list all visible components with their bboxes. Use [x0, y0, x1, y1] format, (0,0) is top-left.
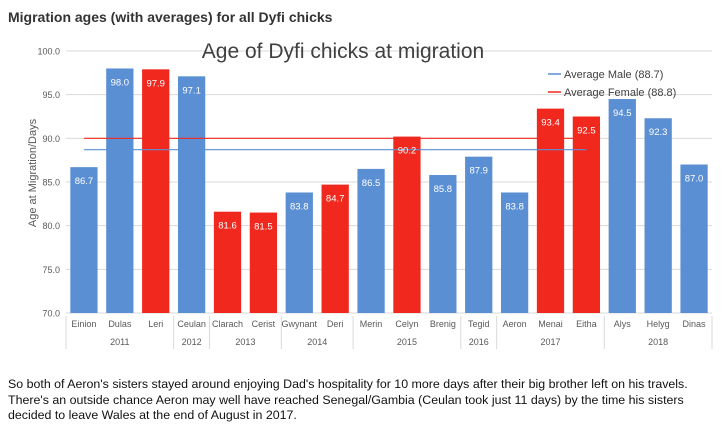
bar-gwynant: [285, 192, 313, 313]
x-tick-label: Alys: [614, 319, 632, 329]
x-tick-label: Ceulan: [177, 319, 206, 329]
bar-eitha: [572, 116, 601, 313]
bar-celyn: [393, 136, 421, 313]
x-tick-label: Merin: [360, 319, 383, 329]
data-label: 87.9: [469, 166, 488, 177]
year-label: 2011: [110, 337, 129, 347]
bar-brenig: [429, 175, 457, 313]
x-tick-label: Dulas: [108, 319, 132, 329]
year-label: 2013: [235, 337, 255, 347]
x-tick-label: Tegid: [468, 319, 490, 329]
x-tick-label: Clarach: [212, 319, 243, 329]
x-tick-label: Menai: [538, 319, 563, 329]
data-label: 83.8: [290, 201, 309, 212]
x-tick-label: Brenig: [430, 319, 456, 329]
year-label: 2012: [182, 337, 202, 347]
bar-merin: [357, 168, 385, 313]
data-label: 83.8: [505, 201, 524, 212]
bar-tegid: [465, 156, 493, 313]
y-tick-label: 80.0: [42, 221, 60, 231]
x-tick-label: Eitha: [576, 319, 597, 329]
bar-leri: [142, 69, 170, 313]
bar-clarach: [213, 211, 242, 313]
x-tick-label: Helyg: [647, 319, 670, 329]
legend: Average Male (88.7) Average Female (88.8): [548, 69, 676, 99]
data-label: 92.5: [577, 126, 596, 137]
y-tick-label: 100.0: [37, 47, 60, 57]
year-label: 2017: [540, 337, 560, 347]
data-label-layer: 86.7 98.0 97.9 97.1 81.6 81.5 83.8 84.7 86.5 90.2…: [75, 77, 704, 232]
bar-deri: [321, 184, 349, 313]
bar-einion: [70, 167, 98, 313]
legend-label-female: Average Female (88.8): [564, 87, 676, 99]
caption-text: So both of Aeron's sisters stayed around…: [8, 377, 688, 422]
average-lines-layer: [83, 137, 587, 151]
bar-dulas: [106, 68, 134, 313]
data-label: 84.7: [326, 194, 345, 205]
data-label: 90.2: [398, 146, 417, 157]
data-label: 97.1: [182, 85, 201, 96]
bar-dinas: [680, 164, 708, 313]
x-tick-label: Gwynant: [282, 319, 318, 329]
x-tick-label: Celyn: [395, 319, 418, 329]
x-tick-label: Cerist: [252, 319, 276, 329]
bar-cerist: [249, 212, 278, 313]
bar-alys: [608, 99, 636, 314]
axis-layer: 70.0 75.0 80.0 85.0 90.0 95.0 100.0 Einion Dulas…: [37, 47, 713, 349]
data-label: 81.5: [254, 222, 273, 233]
data-label: 87.0: [685, 174, 704, 185]
section-heading: Migration ages (with averages) for all D…: [8, 9, 333, 25]
data-label: 97.9: [146, 78, 165, 89]
year-label: 2015: [397, 337, 417, 347]
x-tick-label: Dinas: [683, 319, 707, 329]
data-label: 93.4: [541, 118, 560, 129]
y-tick-label: 95.0: [42, 90, 60, 100]
bar-ceulan: [177, 76, 206, 314]
x-tick-label: Einion: [71, 319, 96, 329]
data-label: 94.5: [613, 108, 632, 119]
chart-frame: 86.7 98.0 97.9 97.1 81.6 81.5 83.8 84.7 86.5 90.2…: [8, 34, 716, 354]
data-label: 92.3: [649, 127, 668, 138]
x-tick-label: Aeron: [503, 319, 527, 329]
y-tick-label: 75.0: [42, 265, 60, 275]
data-label: 86.7: [75, 176, 94, 187]
data-label: 98.0: [111, 77, 130, 88]
data-label: 86.5: [362, 178, 381, 189]
bar-layer: [70, 68, 708, 314]
chart-title: Age of Dyfi chicks at migration: [202, 40, 484, 63]
bar-helyg: [644, 118, 672, 313]
data-label: 81.6: [218, 221, 237, 232]
data-label: 85.8: [434, 184, 453, 195]
bar-menai: [536, 108, 565, 313]
year-label: 2014: [307, 337, 327, 347]
year-label: 2016: [469, 337, 489, 347]
y-axis-title: Age at Migration/Days: [27, 118, 39, 227]
y-tick-label: 70.0: [42, 309, 60, 319]
y-tick-label: 90.0: [42, 134, 60, 144]
x-tick-label: Deri: [327, 319, 344, 329]
legend-label-male: Average Male (88.7): [564, 69, 663, 81]
year-label: 2018: [648, 337, 668, 347]
migration-bar-chart: 86.7 98.0 97.9 97.1 81.6 81.5 83.8 84.7 86.5 90.2…: [27, 40, 713, 349]
y-tick-label: 85.0: [42, 178, 60, 188]
x-tick-label: Leri: [148, 319, 163, 329]
bar-aeron: [500, 192, 529, 313]
